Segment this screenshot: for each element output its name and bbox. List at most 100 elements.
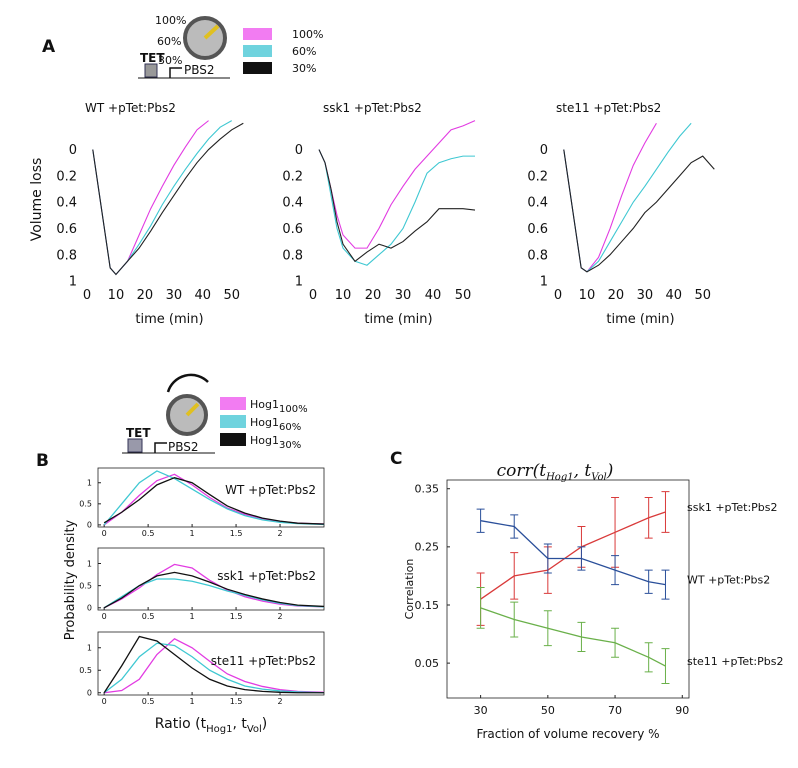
y-tick-label: 0.2 <box>527 169 548 184</box>
legend-label: 30% <box>292 62 316 75</box>
y-tick-label: 1 <box>540 275 548 290</box>
y-tick-label: 0.25 <box>415 541 440 554</box>
x-tick-label: 70 <box>608 704 622 717</box>
x-axis-label: Ratio (tHog1, tVol) <box>155 716 268 735</box>
diagram-b: TET PBS2 <box>122 373 215 454</box>
gene-label: PBS2 <box>184 63 215 77</box>
y-tick-label: 0.4 <box>56 196 77 211</box>
series-label: ste11 +pTet:Pbs2 <box>687 655 784 668</box>
legend-label: 100% <box>292 28 323 41</box>
chart-title-part: ) <box>606 461 614 481</box>
panel-label: B <box>36 451 49 471</box>
y-tick-label: 1 <box>87 644 92 653</box>
chart-title: ste11 +pTet:Pbs2 <box>211 654 316 668</box>
x-axis-label-part: ) <box>262 716 267 732</box>
series-line <box>480 607 666 667</box>
y-tick-label: 0.05 <box>415 657 440 670</box>
x-tick-label: 1.5 <box>230 697 243 706</box>
panel-label: C <box>390 449 402 469</box>
y-axis-label: Probability density <box>63 519 78 640</box>
error-bar <box>661 491 670 533</box>
error-bar <box>543 610 552 647</box>
y-tick-label: 0.4 <box>527 196 548 211</box>
y-tick-label: 0.2 <box>56 169 77 184</box>
series-line <box>103 571 325 609</box>
series-line <box>92 120 233 276</box>
x-axis-label-sub: Vol <box>247 724 262 735</box>
y-tick-label: 0 <box>87 689 92 698</box>
y-tick-label: 0.4 <box>282 196 303 211</box>
x-tick-label: 30 <box>395 288 412 303</box>
x-tick-label: 2 <box>277 697 282 706</box>
x-tick-label: 0 <box>102 529 107 538</box>
chart-title-sub: Hog1 <box>545 472 574 483</box>
error-bar <box>644 496 653 539</box>
chart-title: corr(tHog1, tVol) <box>497 461 614 483</box>
x-tick-label: 50 <box>541 704 555 717</box>
x-tick-label: 30 <box>637 288 654 303</box>
dial-arrow <box>166 373 209 393</box>
y-tick-label: 0 <box>295 143 303 158</box>
y-tick-label: 1 <box>295 275 303 290</box>
chart-title-part: corr(t <box>497 461 547 481</box>
dial-needle <box>203 24 220 40</box>
error-bar <box>476 508 485 533</box>
error-bar <box>577 621 586 652</box>
tet-box <box>127 438 143 453</box>
error-bar <box>661 648 670 684</box>
chart-title: WT +pTet:Pbs2 <box>85 101 176 115</box>
x-tick-label: 1.5 <box>230 529 243 538</box>
x-tick-label: 1 <box>190 612 195 621</box>
x-tick-label: 0 <box>102 612 107 621</box>
x-tick-label: 0 <box>102 697 107 706</box>
series-line <box>318 120 476 249</box>
y-tick-label: 1 <box>87 479 92 488</box>
legend-sub: 30% <box>279 440 301 451</box>
x-tick-label: 20 <box>365 288 382 303</box>
y-tick-label: 0 <box>87 521 92 530</box>
error-bar <box>644 642 653 673</box>
series-line <box>103 473 325 526</box>
legend-swatch <box>243 45 272 57</box>
plot-frame <box>446 479 690 699</box>
legend-label: Hog130% <box>250 434 301 451</box>
legend-swatch <box>243 62 272 74</box>
error-bar <box>510 601 519 638</box>
gene-label: PBS2 <box>168 440 199 454</box>
x-axis-label: time (min) <box>606 312 674 327</box>
plot-frame <box>97 547 325 611</box>
series-line <box>563 149 715 273</box>
promoter-label: TET <box>126 426 151 440</box>
x-tick-label: 2 <box>277 612 282 621</box>
x-axis-label-part: , t <box>232 716 247 732</box>
y-tick-label: 0.35 <box>415 483 440 496</box>
x-tick-label: 30 <box>474 704 488 717</box>
series-line <box>103 477 325 525</box>
y-tick-label: 0.6 <box>56 222 77 237</box>
y-tick-label: 0 <box>87 604 92 613</box>
panel-label: A <box>42 37 56 57</box>
x-tick-label: 40 <box>425 288 442 303</box>
promoter-arrow <box>169 67 182 78</box>
x-tick-label: 0.5 <box>142 529 155 538</box>
x-tick-label: 1.5 <box>230 612 243 621</box>
error-bar <box>644 569 653 594</box>
promoter-arrow <box>154 442 167 453</box>
chart-title-part: , t <box>574 461 592 481</box>
dial-label: 100% <box>155 14 186 27</box>
series-line <box>103 635 324 694</box>
x-tick-label: 30 <box>166 288 183 303</box>
x-tick-label: 0.5 <box>142 612 155 621</box>
x-tick-label: 20 <box>608 288 625 303</box>
x-tick-label: 50 <box>455 288 472 303</box>
legend-label: Hog160% <box>250 416 301 433</box>
legend-label: Hog1100% <box>250 398 308 415</box>
x-tick-label: 40 <box>195 288 212 303</box>
plot-frame <box>97 467 325 528</box>
legend-swatch <box>243 28 272 40</box>
y-tick-label: 0.8 <box>282 248 303 263</box>
dial-label: 60% <box>157 35 181 48</box>
legend-name: Hog1 <box>250 416 279 429</box>
x-tick-label: 10 <box>108 288 125 303</box>
y-tick-label: 0.8 <box>56 248 77 263</box>
